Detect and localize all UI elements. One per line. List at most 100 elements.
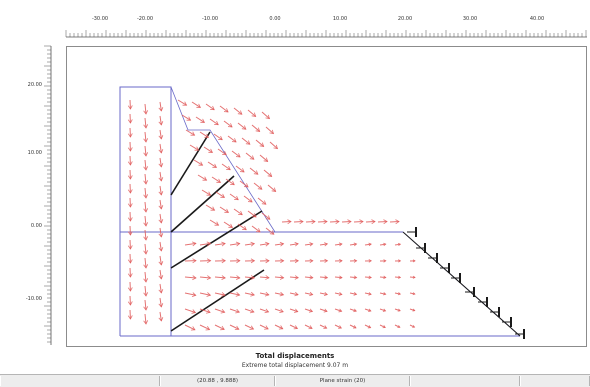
displacement-arrowhead xyxy=(368,242,372,247)
displacement-arrow xyxy=(364,292,372,295)
displacement-arrowhead xyxy=(323,219,328,225)
displacement-arrowhead xyxy=(335,219,340,225)
displacement-arrow xyxy=(159,143,162,153)
anchor-upper xyxy=(170,175,235,233)
displacement-arrow xyxy=(379,324,386,328)
displacement-arrowhead xyxy=(232,138,237,143)
displacement-arrowhead xyxy=(143,278,149,283)
displacement-arrow xyxy=(159,101,162,111)
displacement-arrowhead xyxy=(293,325,299,330)
displacement-arrowhead xyxy=(228,123,233,128)
displacement-arrow xyxy=(199,308,211,313)
displacement-arrowhead xyxy=(158,317,164,322)
left-ruler-label: 0.00 xyxy=(31,223,42,229)
displacement-arrow xyxy=(289,292,299,296)
top-ruler-label: 10.00 xyxy=(333,16,347,22)
displacement-arrow xyxy=(289,276,299,279)
displacement-arrowhead xyxy=(248,198,253,203)
displacement-arrowhead xyxy=(294,308,299,313)
displacement-arrowhead xyxy=(216,178,222,183)
displacement-arrow xyxy=(144,243,147,254)
displacement-arrowhead xyxy=(192,258,197,264)
plot-area[interactable] xyxy=(66,46,587,347)
displacement-arrow xyxy=(144,145,147,156)
displacement-arrowhead xyxy=(382,308,387,312)
displacement-arrow xyxy=(213,133,223,141)
displacement-arrow xyxy=(379,243,386,246)
displacement-arrowhead xyxy=(192,241,197,247)
displacement-arrow xyxy=(229,193,239,201)
displacement-arrow xyxy=(211,176,221,183)
displacement-arrow xyxy=(205,204,215,211)
displacement-arrowhead xyxy=(244,183,249,188)
displacement-arrow xyxy=(244,308,255,313)
displacement-arrowhead xyxy=(309,242,314,247)
displacement-arrow xyxy=(259,308,269,313)
displacement-arrow xyxy=(229,324,240,330)
displacement-arrowhead xyxy=(271,187,277,192)
displacement-arrow xyxy=(199,324,210,331)
displacement-arrowhead xyxy=(127,105,133,110)
displacement-arrow xyxy=(229,276,240,279)
displacement-arrowhead xyxy=(359,219,364,225)
displacement-arrow xyxy=(304,308,313,313)
displacement-arrowhead xyxy=(191,309,197,314)
displacement-arrowhead xyxy=(269,129,275,135)
caption-subtitle: Extreme total displacement 9.07 m xyxy=(241,362,349,369)
displacement-arrow xyxy=(193,159,203,166)
displacement-arrow xyxy=(233,107,243,115)
displacement-arrow xyxy=(364,324,371,329)
displacement-arrow xyxy=(364,308,372,312)
displacement-arrowhead xyxy=(353,292,358,296)
displacement-arrow xyxy=(237,122,247,130)
displacement-arrowhead xyxy=(206,241,212,247)
displacement-arrowhead xyxy=(383,242,387,247)
displacement-arrowhead xyxy=(224,108,229,113)
displacement-arrowhead xyxy=(127,287,133,292)
displacement-arrowhead xyxy=(158,121,164,126)
displacement-arrow xyxy=(159,297,162,307)
displacement-arrow xyxy=(199,242,211,246)
displacement-arrowhead xyxy=(368,292,372,296)
displacement-arrowhead xyxy=(158,177,164,182)
top-ruler-label: 30.00 xyxy=(463,16,477,22)
displacement-arrow xyxy=(394,324,401,328)
displacement-arrowhead xyxy=(308,308,314,313)
displacement-arrow xyxy=(159,171,162,181)
displacement-arrowhead xyxy=(236,153,241,158)
displacement-arrow xyxy=(214,292,226,296)
displacement-arrowhead xyxy=(191,292,197,297)
displacement-arrow xyxy=(229,308,240,313)
displacement-arrowhead xyxy=(237,110,243,115)
displacement-arrowhead xyxy=(186,116,192,121)
displacement-arrowhead xyxy=(249,325,255,330)
displacement-arrowhead xyxy=(323,325,328,329)
displacement-arrowhead xyxy=(353,258,358,263)
displacement-arrowhead xyxy=(206,258,212,264)
displacement-arrowhead xyxy=(249,155,255,160)
displacement-arrowhead xyxy=(250,275,256,280)
displacement-arrow xyxy=(159,157,162,167)
displacement-arrow xyxy=(144,117,147,128)
displacement-arrow xyxy=(207,161,217,168)
displacement-arrow xyxy=(251,124,260,132)
displacement-arrow xyxy=(253,182,263,190)
displacement-arrowhead xyxy=(236,258,241,264)
displacement-arrow xyxy=(244,276,255,279)
displacement-arrow xyxy=(229,243,240,246)
displacement-arrow xyxy=(177,99,187,106)
displacement-arrowhead xyxy=(339,258,343,263)
displacement-arrow xyxy=(304,243,313,246)
displacement-arrow xyxy=(159,269,162,279)
displacement-arrowhead xyxy=(196,103,202,108)
displacement-arrowhead xyxy=(158,289,164,294)
displacement-arrowhead xyxy=(338,292,343,296)
displacement-arrow xyxy=(191,101,201,108)
displacement-arrow xyxy=(225,178,235,186)
displacement-arrowhead xyxy=(311,219,316,225)
displacement-arrowhead xyxy=(143,194,149,199)
displacement-arrowhead xyxy=(265,241,270,247)
displacement-arrow xyxy=(319,243,328,246)
displacement-arrowhead xyxy=(235,308,241,314)
displacement-arrow xyxy=(209,219,219,226)
